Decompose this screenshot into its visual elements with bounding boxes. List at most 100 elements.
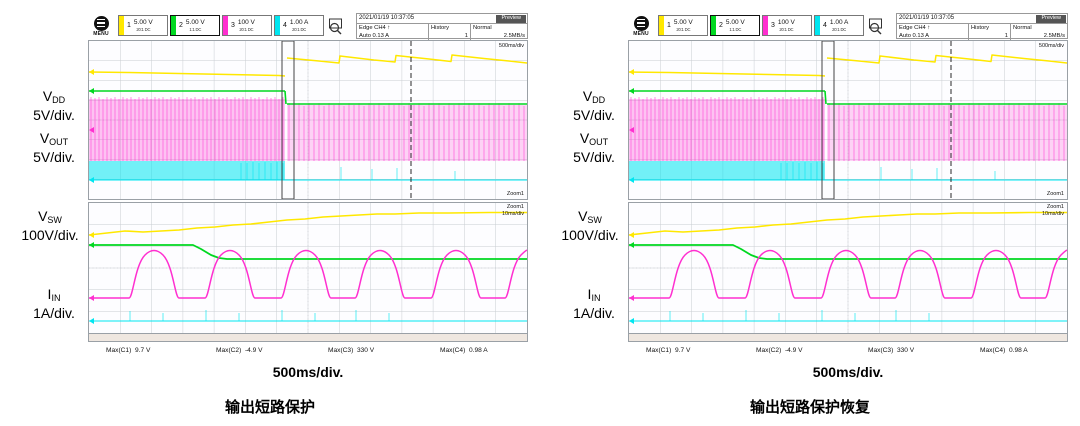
measurement-c1: Max(C1) 9.7 V [106,346,150,356]
channel-3-color-swatch-right [763,16,768,35]
oscilloscope-screen: MENU 1 5.00 V 20:1 DC 2 5.00 V 1:1 DC [88,12,528,342]
measurement-c1-value: 9.7 V [134,347,151,354]
channel-reference-markers-zoom [89,232,94,324]
scope-toolbar: MENU 1 5.00 V 20:1 DC 2 5.00 V 1:1 DC [88,12,528,40]
acquisition-mode-right: Normal [1013,25,1032,31]
channel-badge-3[interactable]: 3 100 V 20:1 DC [222,15,272,36]
waveform-ch1-main-right [629,54,1067,77]
acquisition-info-right[interactable]: Normal 2.5MB/s [1011,24,1067,40]
channel-reference-markers-zoom-right [629,232,634,324]
channel-badge-2[interactable]: 2 5.00 V 1:1 DC [170,15,220,36]
zoom-timebase-label-right: 10ms/div [1041,211,1064,217]
menu-icon-right [633,15,649,31]
axis-label-vdd-right: VDD 5V/div. [558,88,630,124]
axis-label-vout-subscript: OUT [49,137,69,147]
zoom-pane-label: Zoom1 [506,204,524,210]
measurement-c1-right: Max(C1) 9.7 V [646,346,690,356]
measurement-c4: Max(C4) 0.98 A [440,346,488,356]
zoom-waveform-pane[interactable]: Zoom1 10ms/div [88,202,528,334]
measurement-c1-label: Max(C1) [106,347,132,354]
channel-4-number-right: 4 [823,22,827,29]
waveform-ch2-zoom [89,244,527,260]
channel-3-color-swatch [223,16,228,35]
measurement-c4-right-label: Max(C4) [980,347,1006,354]
measurement-c3-right-label: Max(C3) [868,347,894,354]
main-waveform-pane-right[interactable]: 500ms/div Zoom1 [628,40,1068,200]
history-label-right: History [971,25,990,31]
panel-caption: 输出短路保护 [224,398,315,416]
panel-left: VDD 5V/div. VOUT 5V/div. VSW 100V/div. I… [10,12,528,416]
channel-1-scale: 5.00 V [133,18,153,26]
measurement-c3-right: Max(C3) 330 V [868,346,914,356]
zoom-pane-label-right: Zoom1 [1046,204,1064,210]
axis-label-vsw-right: VSW 100V/div. [550,208,630,244]
sample-rate-right: 2.5MB/s [1043,33,1065,39]
measurement-row-right: Max(C1) 9.7 V Max(C2) -4.9 V Max(C3) 330… [628,346,1068,360]
zoom-waveform-pane-right[interactable]: Zoom1 10ms/div [628,202,1068,334]
measurement-c4-value: 0.98 A [468,347,488,354]
axis-label-vout-right-subscript: OUT [589,137,609,147]
scope-bottom-strip-right [628,334,1068,342]
preview-badge-right: Preview [1036,15,1066,23]
axis-label-vout-right: VOUT 5V/div. [558,130,630,166]
channel-badge-1[interactable]: 1 5.00 V 20:1 DC [118,15,168,36]
trigger-type-right: Edge CH4 ↑ [899,25,931,31]
trigger-type: Edge CH4 ↑ [359,25,391,31]
channel-4-coupling-right: 20:1 DC [832,26,847,32]
history-label: History [431,25,450,31]
menu-button-label: MENU [93,30,109,37]
channel-badge-4[interactable]: 4 1.00 A 20:1 DC [274,15,324,36]
channel-badge-3-right[interactable]: 3 100 V 20:1 DC [762,15,812,36]
menu-button[interactable]: MENU [88,13,114,39]
zoom-window-marker [281,41,295,199]
measurement-c3-right-value: 330 V [896,347,915,354]
history-info[interactable]: History 1 [429,24,471,40]
channel-badge-2-right[interactable]: 2 5.00 V 1:1 DC [710,15,760,36]
history-value: 1 [464,33,468,39]
channel-2-color-swatch [171,16,176,35]
status-info-box: 2021/01/19 10:37:05 Preview Edge CH4 ↑ A… [356,13,528,40]
waveform-ch3-zoom-right [629,249,1067,299]
acquisition-datetime: 2021/01/19 10:37:05 [359,15,415,21]
scope-toolbar-right: MENU 1 5.00 V 20:1 DC 2 5.00 V 1:1 DC [628,12,1068,40]
axis-label-vsw-right-unit: 100V/div. [561,227,619,243]
channel-3-coupling: 20:1 DC [239,26,254,32]
channel-1-coupling: 20:1 DC [136,26,151,32]
main-waveform-pane[interactable]: 500ms/div Zoom1 [88,40,528,200]
channel-1-number-right: 1 [667,22,671,29]
history-info-right[interactable]: History 1 [969,24,1011,40]
axis-label-iin-subscript: IN [51,293,61,303]
zoom-magnifier-icon-right[interactable] [867,16,886,35]
channel-1-color-swatch-right [659,16,664,35]
channel-1-number: 1 [127,22,131,29]
axis-label-iin-right: IIN 1A/div. [558,286,630,322]
waveform-ch4-main [89,161,527,181]
preview-badge: Preview [496,15,526,23]
channel-2-number: 2 [179,22,183,29]
trigger-info-right[interactable]: Edge CH4 ↑ Auto 0.13 A [897,24,969,40]
acquisition-info[interactable]: Normal 2.5MB/s [471,24,527,40]
channel-3-number-right: 3 [771,22,775,29]
axis-label-vdd-right-unit: 5V/div. [573,107,615,123]
axis-label-vdd-right-subscript: DD [592,95,606,105]
axis-label-iin: IIN 1A/div. [18,286,90,322]
main-timebase-label: 500ms/div [498,43,524,49]
channel-badge-4-right[interactable]: 4 1.00 A 20:1 DC [814,15,864,36]
zoom-timebase-label: 10ms/div [501,211,524,217]
axis-label-vsw-unit: 100V/div. [21,227,79,243]
channel-badge-1-right[interactable]: 1 5.00 V 20:1 DC [658,15,708,36]
channel-4-scale-right: 1.00 A [829,18,849,26]
waveform-ch2-main [89,90,527,105]
axis-label-vsw: VSW 100V/div. [10,208,90,244]
menu-button-right[interactable]: MENU [628,13,654,39]
trigger-info[interactable]: Edge CH4 ↑ Auto 0.13 A [357,24,429,40]
zoom-magnifier-icon[interactable] [327,16,346,35]
channel-4-color-swatch-right [815,16,820,35]
waveform-ch4-zoom-right [629,310,1067,322]
measurement-c4-label: Max(C4) [440,347,466,354]
measurement-c2-label: Max(C2) [216,347,242,354]
trigger-mode-level-right: Auto 0.13 A [899,33,929,39]
axis-label-iin-right-symbol: IIN [587,286,601,303]
axis-label-vdd-subscript: DD [52,95,66,105]
